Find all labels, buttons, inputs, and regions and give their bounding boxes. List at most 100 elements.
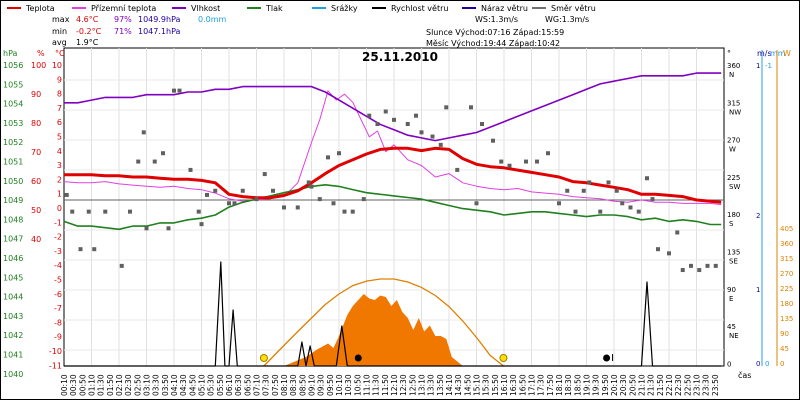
direction-point bbox=[295, 205, 300, 210]
stat-temp: 1.9°C bbox=[76, 38, 99, 47]
solar-tick: 360 bbox=[780, 240, 793, 248]
direction-point bbox=[524, 159, 528, 164]
x-tick: 02:50 bbox=[133, 374, 142, 396]
x-tick: 05:50 bbox=[216, 374, 225, 396]
legend-label: Rychlost větru bbox=[391, 4, 448, 13]
x-tick: 06:50 bbox=[243, 374, 252, 396]
x-tick: 18:10 bbox=[555, 374, 564, 396]
direction-point bbox=[306, 180, 311, 185]
x-tick: 15:50 bbox=[491, 374, 500, 396]
x-tick: 11:50 bbox=[381, 374, 390, 396]
temperature-tick: -6 bbox=[54, 290, 62, 299]
direction-label: NE bbox=[729, 332, 739, 340]
direction-point bbox=[507, 163, 512, 168]
x-tick: 07:30 bbox=[262, 374, 271, 396]
direction-point bbox=[205, 192, 209, 197]
pressure-tick: 1041 bbox=[3, 351, 23, 360]
x-tick: 05:10 bbox=[198, 374, 207, 396]
x-tick: 22:30 bbox=[674, 374, 683, 396]
direction-point bbox=[271, 188, 275, 193]
pressure-tick: 1046 bbox=[3, 254, 23, 263]
x-tick: 00:30 bbox=[69, 374, 78, 396]
direction-point bbox=[598, 209, 603, 214]
x-tick: 09:10 bbox=[308, 374, 317, 396]
x-tick: 20:10 bbox=[610, 374, 619, 396]
pressure-tick: 1055 bbox=[3, 80, 23, 89]
x-tick: 16:50 bbox=[518, 374, 527, 396]
x-tick: 03:30 bbox=[152, 374, 161, 396]
solar-tick: 90 bbox=[780, 330, 789, 338]
direction-point bbox=[650, 197, 655, 202]
pressure-tick: 1047 bbox=[3, 235, 23, 244]
legend-label: Srážky bbox=[331, 4, 358, 13]
legend-label: Směr větru bbox=[551, 4, 596, 13]
x-tick: 14:10 bbox=[445, 374, 454, 396]
legend-label: Teplota bbox=[25, 4, 55, 13]
x-tick: 15:30 bbox=[482, 374, 491, 396]
direction-point bbox=[350, 209, 355, 214]
x-tick: 16:30 bbox=[509, 374, 518, 396]
direction-tick: 315 bbox=[727, 99, 740, 107]
direction-point bbox=[438, 142, 443, 147]
x-tick: 20:50 bbox=[628, 374, 637, 396]
legend-label: Přízemní teplota bbox=[91, 4, 156, 13]
direction-label: W bbox=[729, 146, 736, 154]
x-tick: 21:30 bbox=[647, 374, 656, 396]
direction-point bbox=[161, 151, 165, 156]
x-tick: 22:50 bbox=[683, 374, 692, 396]
pressure-tick: 1053 bbox=[3, 119, 23, 128]
x-tick: 23:30 bbox=[702, 374, 711, 396]
solar-tick: 225 bbox=[780, 285, 793, 293]
direction-point bbox=[196, 209, 201, 214]
temperature-tick: 8 bbox=[57, 90, 62, 99]
direction-point bbox=[128, 209, 132, 214]
x-tick: 17:10 bbox=[528, 374, 537, 396]
humidity-unit: % bbox=[37, 49, 45, 58]
pressure-tick: 1043 bbox=[3, 312, 23, 321]
temperature-tick: 3 bbox=[57, 161, 62, 170]
direction-point bbox=[86, 209, 91, 214]
humidity-tick: 100 bbox=[31, 61, 46, 70]
direction-label: E bbox=[729, 295, 733, 303]
x-tick: 06:30 bbox=[234, 374, 243, 396]
stat-humidity: 97% bbox=[114, 15, 132, 24]
series-line bbox=[63, 90, 722, 206]
humidity-tick: 70 bbox=[31, 148, 41, 157]
solar-measured-area bbox=[284, 294, 463, 366]
series-line bbox=[64, 146, 722, 204]
x-tick: 16:10 bbox=[500, 374, 509, 396]
legend-label: Tlak bbox=[265, 4, 283, 13]
direction-point bbox=[92, 247, 97, 252]
direction-point bbox=[689, 263, 693, 268]
direction-point bbox=[361, 197, 366, 202]
pressure-tick: 1049 bbox=[3, 196, 23, 205]
x-tick: 09:30 bbox=[317, 374, 326, 396]
x-tick: 00:10 bbox=[60, 374, 69, 396]
stat-humidity: 71% bbox=[114, 27, 132, 36]
pressure-tick: 1051 bbox=[3, 158, 23, 167]
humidity-tick: 90 bbox=[31, 90, 41, 99]
direction-point bbox=[70, 209, 75, 214]
info-sun: Slunce Východ:07:16 Západ:15:59 bbox=[426, 28, 564, 37]
direction-point bbox=[337, 151, 341, 156]
temperature-tick: -4 bbox=[54, 261, 62, 270]
direction-point bbox=[144, 226, 149, 231]
x-tick: 03:10 bbox=[143, 374, 152, 396]
x-tick: 18:50 bbox=[573, 374, 582, 396]
chart-title: 25.11.2010 bbox=[362, 50, 438, 64]
temperature-unit: °C bbox=[55, 49, 65, 58]
direction-point bbox=[282, 205, 286, 210]
direction-point bbox=[141, 130, 146, 135]
temperature-tick: 10 bbox=[52, 61, 62, 70]
direction-point bbox=[535, 159, 539, 164]
x-tick: 12:50 bbox=[408, 374, 417, 396]
x-tick: 01:30 bbox=[97, 374, 106, 396]
x-axis-ticks: 00:10 00:30 00:50 01:10 01:30 01:50 02:10 02:30… bbox=[60, 374, 720, 396]
direction-tick: 360 bbox=[727, 62, 740, 70]
wind-unit: m/s bbox=[757, 49, 772, 58]
x-tick: 17:30 bbox=[537, 374, 546, 396]
sunrise-marker bbox=[259, 354, 268, 362]
direction-label: NW bbox=[729, 108, 741, 116]
x-tick: 18:30 bbox=[564, 374, 573, 396]
